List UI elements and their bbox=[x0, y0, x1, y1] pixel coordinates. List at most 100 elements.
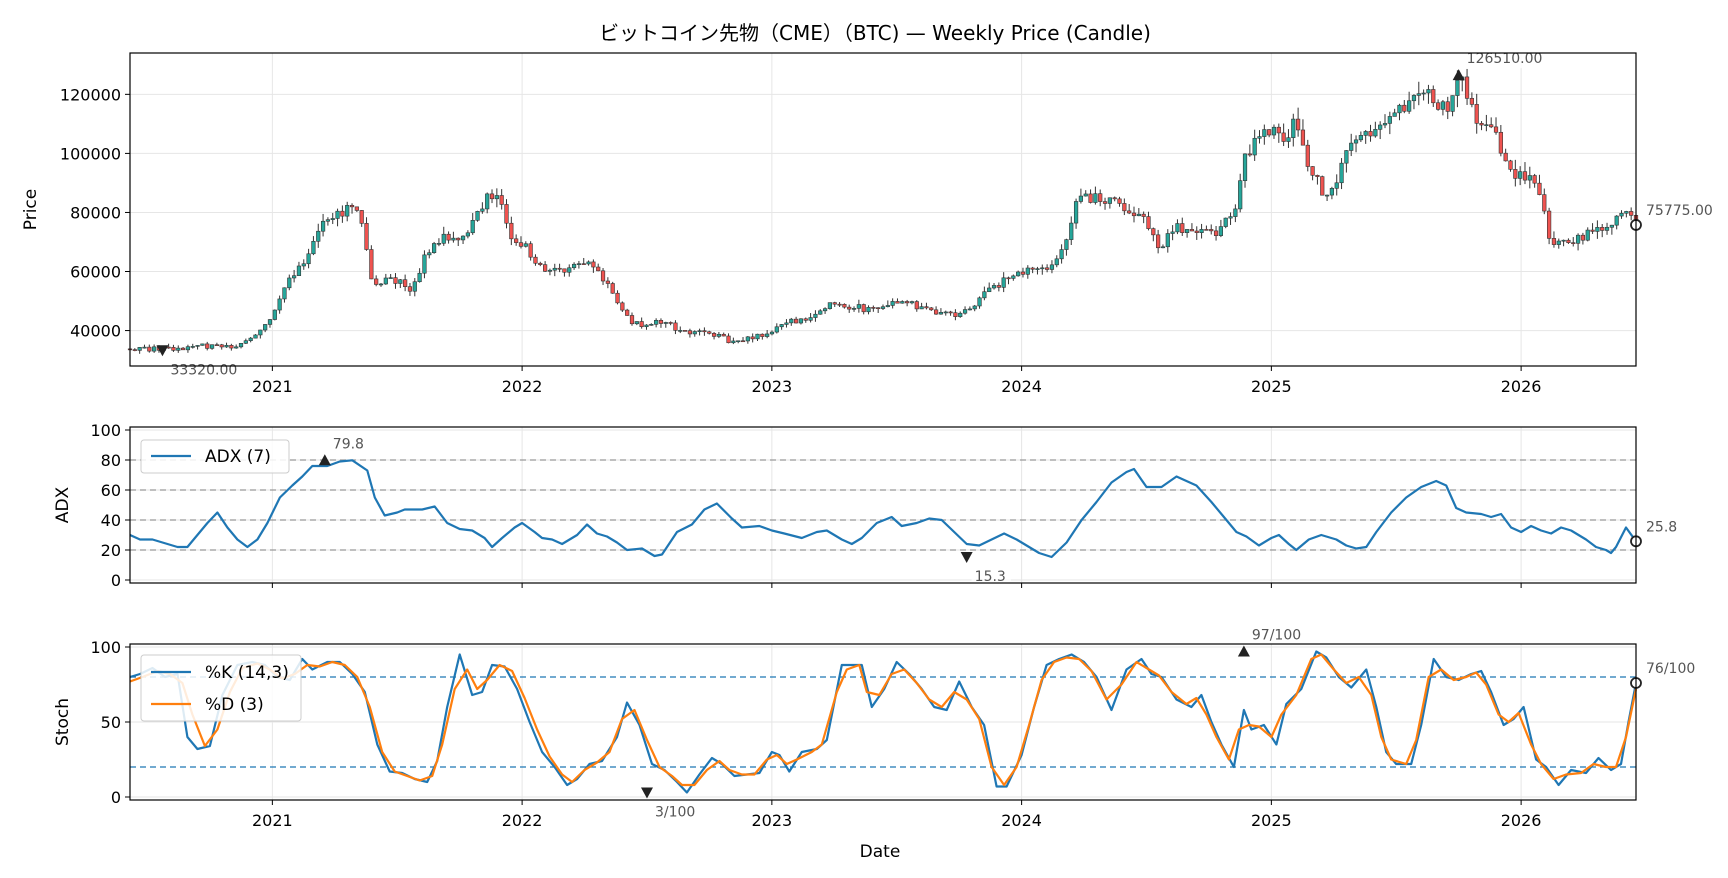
candle-body bbox=[1199, 229, 1204, 233]
candle-body bbox=[813, 313, 818, 318]
stoch-reference-lines bbox=[130, 676, 1636, 768]
candle-body bbox=[248, 337, 253, 341]
candle-body bbox=[528, 243, 533, 258]
candle-body bbox=[272, 309, 277, 320]
figure-title: ビットコイン先物（CME）（BTC) — Weekly Price (Candl… bbox=[599, 21, 1151, 45]
candle-body bbox=[422, 254, 427, 274]
adx-annotation-label-0: 79.8 bbox=[333, 436, 364, 452]
candle-body bbox=[1421, 92, 1426, 95]
candle-body bbox=[287, 277, 292, 289]
candle-body bbox=[1233, 208, 1238, 217]
adx-legend-label: ADX (7) bbox=[205, 447, 271, 467]
price-ytick-label-0: 40000 bbox=[70, 322, 121, 341]
candle-body bbox=[625, 309, 630, 316]
candle-body bbox=[697, 330, 702, 332]
candle-body bbox=[1445, 101, 1450, 112]
candle-body bbox=[436, 243, 442, 245]
candle-body bbox=[171, 347, 176, 351]
stoch-xtick-label-2026: 2026 bbox=[1501, 811, 1542, 830]
candle-body bbox=[996, 285, 1001, 288]
candle-body bbox=[1218, 226, 1223, 236]
candle-body bbox=[726, 335, 731, 344]
candle-body bbox=[1580, 234, 1586, 241]
candle-body bbox=[1474, 104, 1479, 124]
candle-body bbox=[615, 292, 620, 304]
candle-body bbox=[369, 249, 374, 280]
price-ytick-label-2: 80000 bbox=[70, 203, 121, 222]
candle-body bbox=[586, 261, 591, 265]
candle-body bbox=[1189, 229, 1195, 232]
candle-body bbox=[1083, 193, 1088, 197]
candle-body bbox=[378, 283, 384, 286]
candle-body bbox=[1513, 169, 1518, 179]
adx-axes-frame bbox=[129, 426, 1637, 584]
candle-body bbox=[890, 301, 895, 306]
candle-body bbox=[325, 219, 331, 222]
candle-body bbox=[1098, 193, 1103, 202]
candle-body bbox=[1286, 137, 1291, 142]
candle-body bbox=[629, 315, 635, 325]
candle-body bbox=[509, 222, 514, 240]
candle-body bbox=[234, 346, 239, 349]
candle-body bbox=[972, 305, 977, 310]
candle-body bbox=[1518, 171, 1523, 179]
stoch-annotation-bg-1 bbox=[651, 802, 700, 822]
price-candles bbox=[127, 68, 1639, 354]
candle-body bbox=[1464, 76, 1470, 99]
candle-body bbox=[571, 263, 577, 269]
adx-annotation-label-1: 15.3 bbox=[975, 569, 1006, 585]
candle-body bbox=[760, 333, 765, 337]
candle-body bbox=[1508, 160, 1513, 170]
candle-body bbox=[1604, 226, 1610, 231]
candle-body bbox=[1373, 129, 1378, 137]
candle-body bbox=[1547, 210, 1552, 239]
candle-body bbox=[1122, 203, 1127, 212]
candle-body bbox=[905, 301, 910, 304]
candle-body bbox=[610, 283, 615, 294]
candle-body bbox=[1136, 213, 1141, 217]
candle-body bbox=[1160, 246, 1166, 249]
candle-body bbox=[1006, 277, 1011, 280]
candle-body bbox=[205, 343, 210, 349]
candle-body bbox=[349, 205, 355, 208]
candle-body bbox=[1411, 95, 1417, 102]
adx-series-line-0 bbox=[129, 459, 1637, 559]
candle-body bbox=[1614, 215, 1619, 226]
candle-body bbox=[195, 345, 200, 347]
candle-body bbox=[967, 308, 972, 311]
candle-body bbox=[1184, 229, 1190, 233]
candle-body bbox=[1223, 217, 1228, 227]
candle-body bbox=[649, 324, 654, 326]
candle-body bbox=[1392, 112, 1397, 117]
price-xtick-label-2026: 2026 bbox=[1501, 377, 1542, 396]
price-axes-frame bbox=[129, 52, 1637, 367]
candle-body bbox=[784, 322, 789, 325]
candle-body bbox=[417, 272, 422, 283]
price-annotation-label-1: 33320.00 bbox=[170, 362, 237, 378]
candle-body bbox=[837, 303, 842, 306]
candle-body bbox=[1619, 212, 1624, 217]
candle-body bbox=[267, 319, 273, 325]
candle-body bbox=[180, 347, 186, 351]
candle-body bbox=[238, 343, 244, 348]
candle-body bbox=[663, 322, 668, 324]
candle-body bbox=[1339, 162, 1344, 184]
candle-body bbox=[1088, 193, 1093, 203]
candle-body bbox=[354, 206, 359, 211]
candle-body bbox=[847, 306, 852, 310]
candle-body bbox=[562, 268, 567, 273]
candle-body bbox=[605, 280, 610, 284]
candle-body bbox=[692, 331, 697, 335]
candle-body bbox=[335, 210, 340, 219]
candle-body bbox=[876, 307, 881, 309]
candle-body bbox=[1204, 229, 1209, 231]
stoch-min-marker bbox=[640, 787, 653, 799]
price-xtick-label-2022: 2022 bbox=[502, 377, 543, 396]
stoch-y-ticks: 0 50 100 bbox=[90, 638, 130, 807]
candle-body bbox=[1498, 131, 1503, 154]
candle-body bbox=[446, 233, 451, 241]
candle-body bbox=[263, 324, 268, 331]
price-min-marker bbox=[156, 345, 169, 357]
candle-body bbox=[948, 311, 953, 314]
